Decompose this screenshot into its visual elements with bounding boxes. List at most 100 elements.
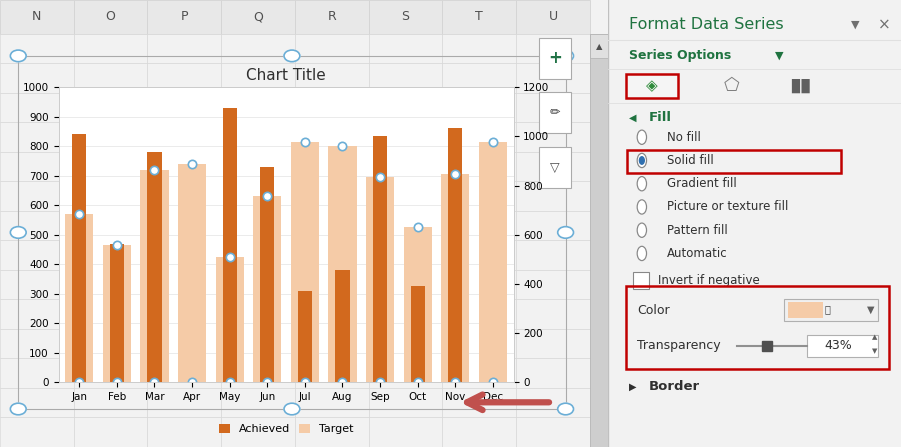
Bar xyxy=(222,122,295,152)
Legend: Achieved, Target: Achieved, Target xyxy=(214,419,358,439)
Bar xyxy=(222,0,295,34)
Bar xyxy=(516,358,590,388)
Bar xyxy=(369,240,442,270)
Bar xyxy=(222,181,295,211)
Bar xyxy=(516,240,590,270)
Bar xyxy=(148,93,222,122)
Text: O: O xyxy=(105,10,115,23)
Bar xyxy=(74,122,148,152)
Bar xyxy=(366,177,394,382)
Bar xyxy=(442,240,516,270)
Bar xyxy=(539,147,571,188)
Bar xyxy=(442,152,516,181)
Bar xyxy=(516,299,590,329)
Bar xyxy=(148,240,222,270)
Bar xyxy=(148,329,222,358)
Bar xyxy=(516,93,590,122)
Text: ▼: ▼ xyxy=(872,348,877,354)
Bar xyxy=(148,211,222,240)
Bar xyxy=(516,181,590,211)
Bar xyxy=(516,34,590,63)
Bar xyxy=(0,0,74,34)
Bar xyxy=(74,270,148,299)
Bar xyxy=(516,211,590,240)
Bar xyxy=(222,211,295,240)
Text: 🎨: 🎨 xyxy=(825,304,831,314)
Text: 43%: 43% xyxy=(825,339,852,352)
Bar xyxy=(442,181,516,211)
Text: U: U xyxy=(549,10,558,23)
Text: ◈: ◈ xyxy=(646,78,658,93)
Bar xyxy=(404,227,432,382)
Bar xyxy=(0,122,74,152)
Text: ▼: ▼ xyxy=(775,51,784,61)
Text: Transparency: Transparency xyxy=(638,339,721,352)
Bar xyxy=(148,417,222,447)
Bar xyxy=(65,214,94,382)
Bar xyxy=(295,388,369,417)
Bar xyxy=(369,63,442,93)
Bar xyxy=(148,388,222,417)
Bar xyxy=(516,152,590,181)
Bar xyxy=(442,388,516,417)
Circle shape xyxy=(10,227,26,238)
Bar xyxy=(148,299,222,329)
Bar xyxy=(369,0,442,34)
Bar xyxy=(633,272,649,289)
Text: Series Options: Series Options xyxy=(629,49,731,63)
Bar xyxy=(74,152,148,181)
Text: Q: Q xyxy=(253,10,263,23)
Bar xyxy=(369,388,442,417)
Bar xyxy=(148,63,222,93)
Bar xyxy=(222,299,295,329)
Bar xyxy=(625,74,678,98)
Bar xyxy=(0,93,74,122)
Circle shape xyxy=(10,50,26,62)
Bar xyxy=(442,63,516,93)
Bar xyxy=(74,358,148,388)
Bar xyxy=(627,150,841,173)
Bar xyxy=(295,122,369,152)
Bar xyxy=(516,270,590,299)
Bar xyxy=(516,388,590,417)
Bar xyxy=(0,329,74,358)
Circle shape xyxy=(284,403,300,415)
Bar xyxy=(148,358,222,388)
Bar xyxy=(148,270,222,299)
Bar xyxy=(625,286,889,369)
Bar xyxy=(0,417,74,447)
Bar xyxy=(222,240,295,270)
Bar xyxy=(295,358,369,388)
Text: ×: × xyxy=(878,17,890,32)
Text: ✏: ✏ xyxy=(550,106,560,119)
Text: ◀: ◀ xyxy=(629,113,636,122)
Bar xyxy=(369,93,442,122)
Bar xyxy=(0,211,74,240)
Bar xyxy=(442,270,516,299)
Bar xyxy=(590,34,608,447)
Bar xyxy=(295,63,369,93)
Bar xyxy=(335,270,350,382)
Bar xyxy=(74,34,148,63)
Text: P: P xyxy=(180,10,188,23)
Bar xyxy=(448,128,462,382)
Bar xyxy=(295,34,369,63)
Bar xyxy=(788,302,824,318)
Circle shape xyxy=(10,403,26,415)
Bar xyxy=(442,329,516,358)
Bar xyxy=(0,240,74,270)
Bar xyxy=(478,142,507,382)
Bar xyxy=(590,34,608,58)
Bar xyxy=(442,0,516,34)
Text: Color: Color xyxy=(638,304,670,316)
Circle shape xyxy=(558,403,574,415)
Bar xyxy=(369,358,442,388)
Circle shape xyxy=(637,177,647,191)
Bar xyxy=(295,240,369,270)
Bar xyxy=(442,299,516,329)
Bar xyxy=(74,93,148,122)
Bar xyxy=(0,299,74,329)
Bar xyxy=(291,142,319,382)
Bar xyxy=(0,34,74,63)
Text: T: T xyxy=(476,10,483,23)
